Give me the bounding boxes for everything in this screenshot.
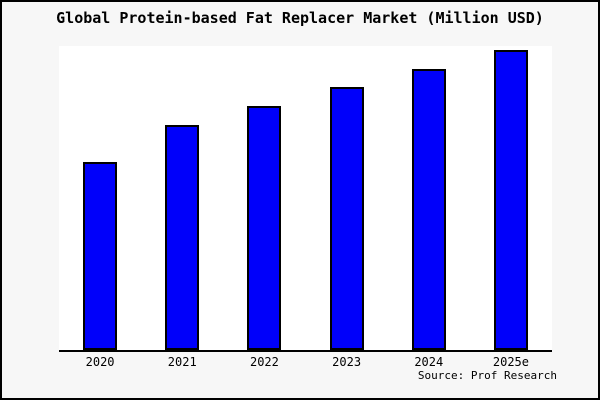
bar-slot-2020: [59, 46, 141, 350]
bar-2022: [247, 106, 282, 350]
x-axis-labels: 2020 2021 2022 2023 2024 2025e: [59, 355, 552, 369]
x-axis-label-2022: 2022: [249, 355, 279, 369]
x-axis-label-2024: 2024: [414, 355, 444, 369]
bars-container: [59, 46, 552, 350]
x-axis-label-2020: 2020: [85, 355, 115, 369]
bar-slot-2025e: [470, 46, 552, 350]
bar-2024: [411, 69, 446, 350]
bar-2021: [165, 125, 200, 350]
x-axis-label-2025e: 2025e: [492, 355, 529, 369]
bar-slot-2024: [388, 46, 470, 350]
plot-area: [59, 46, 552, 352]
bar-2023: [329, 87, 364, 350]
bar-slot-2023: [306, 46, 388, 350]
bar-2020: [83, 162, 118, 350]
bar-slot-2021: [141, 46, 223, 350]
bar-2025e: [493, 50, 528, 350]
chart-title: Global Protein-based Fat Replacer Market…: [56, 9, 544, 27]
bar-slot-2022: [223, 46, 305, 350]
x-axis-label-2021: 2021: [167, 355, 197, 369]
x-axis-label-2023: 2023: [332, 355, 362, 369]
source-note: Source: Prof Research: [417, 369, 557, 382]
